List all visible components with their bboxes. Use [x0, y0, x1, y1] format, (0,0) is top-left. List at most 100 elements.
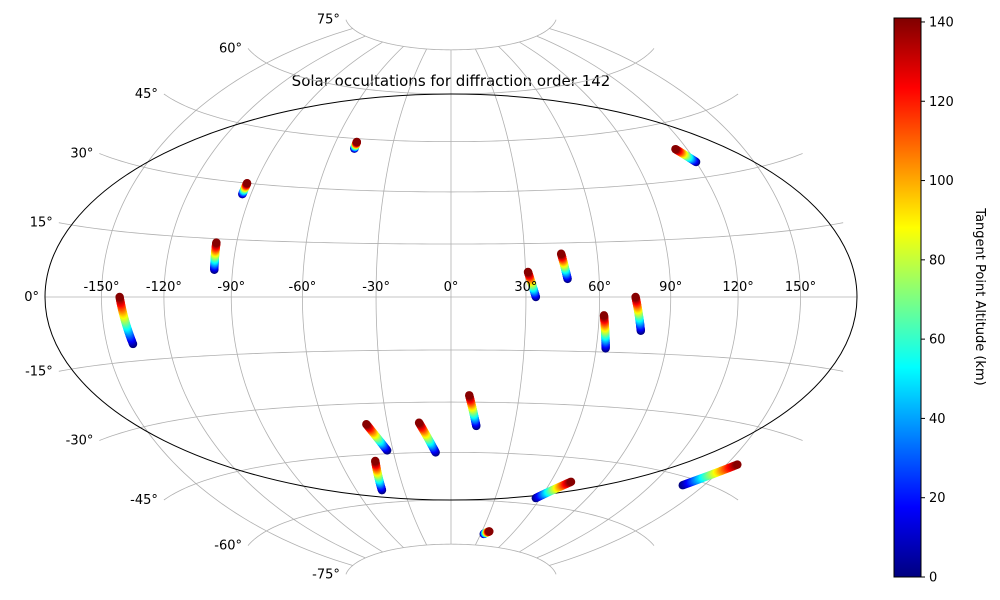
colorbar-strip: [894, 60, 921, 62]
colorbar-strip: [894, 46, 921, 48]
grid-meridian: [163, 35, 366, 559]
colorbar-strip: [894, 267, 921, 269]
colorbar-strip: [894, 98, 921, 100]
colorbar-strip: [894, 472, 921, 474]
colorbar-strip: [894, 476, 921, 478]
colorbar-strip: [894, 565, 921, 567]
colorbar-strip: [894, 183, 921, 185]
longitude-tick-label: -150°: [83, 280, 119, 295]
colorbar-strip: [894, 224, 921, 226]
colorbar-strip: [894, 487, 921, 489]
colorbar-strip: [894, 106, 921, 108]
colorbar-strip: [894, 237, 921, 239]
colorbar-strip: [894, 429, 921, 431]
colorbar-strip: [894, 44, 921, 46]
colorbar-strip: [894, 292, 921, 294]
colorbar-strip: [894, 22, 921, 24]
colorbar-strip: [894, 67, 921, 69]
grid-meridian: [549, 28, 801, 566]
colorbar-strip: [894, 372, 921, 374]
longitude-tick-label: -90°: [217, 280, 245, 295]
colorbar-strip: [894, 402, 921, 404]
colorbar-strip: [894, 535, 921, 537]
colorbar-strip: [894, 94, 921, 96]
colorbar-label: Tangent Point Altitude (km): [972, 207, 987, 385]
colorbar-strip: [894, 39, 921, 41]
colorbar-strip: [894, 284, 921, 286]
colorbar-strip: [894, 310, 921, 312]
colorbar-strip: [894, 382, 921, 384]
data-point: [671, 144, 680, 154]
colorbar-strip: [894, 488, 921, 490]
latitude-tick-label: -75°: [312, 567, 340, 582]
colorbar-strip: [894, 408, 921, 410]
colorbar-strip: [894, 546, 921, 548]
colorbar-strip: [894, 30, 921, 32]
colorbar-strip: [894, 530, 921, 532]
colorbar-strip: [894, 66, 921, 68]
colorbar-strip: [894, 179, 921, 181]
colorbar-strip: [894, 126, 921, 128]
colorbar-strip: [894, 156, 921, 158]
colorbar-strip: [894, 28, 921, 30]
occultation-track: [556, 249, 572, 284]
colorbar-strip: [894, 499, 921, 501]
data-points: [115, 137, 742, 539]
colorbar-strip: [894, 63, 921, 65]
colorbar-strip: [894, 193, 921, 195]
colorbar-strip: [894, 552, 921, 554]
colorbar-strip: [894, 209, 921, 211]
colorbar-strip: [894, 135, 921, 137]
colorbar-strip: [894, 397, 921, 399]
colorbar-strip: [894, 456, 921, 458]
colorbar-strip: [894, 575, 921, 577]
colorbar-strip: [894, 409, 921, 411]
occultation-track: [671, 144, 701, 167]
colorbar-strip: [894, 554, 921, 556]
longitude-tick-label: -30°: [362, 280, 390, 295]
colorbar-strip: [894, 227, 921, 229]
colorbar-strip: [894, 448, 921, 450]
colorbar-strip: [894, 528, 921, 530]
latitude-tick-label: 0°: [24, 290, 39, 305]
colorbar-strip: [894, 211, 921, 213]
data-point: [631, 292, 640, 302]
colorbar-strip: [894, 332, 921, 334]
colorbar-strip: [894, 373, 921, 375]
colorbar-strip: [894, 170, 921, 172]
colorbar-strip: [894, 202, 921, 204]
colorbar-strip: [894, 386, 921, 388]
colorbar-strip: [894, 452, 921, 454]
colorbar-strip: [894, 139, 921, 141]
colorbar-strip: [894, 490, 921, 492]
colorbar-strip: [894, 291, 921, 293]
colorbar-strip: [894, 522, 921, 524]
colorbar-strip: [894, 222, 921, 224]
colorbar-strip: [894, 74, 921, 76]
colorbar-strip: [894, 500, 921, 502]
colorbar-strip: [894, 553, 921, 555]
colorbar-strip: [894, 109, 921, 111]
colorbar-strip: [894, 91, 921, 93]
colorbar-strip: [894, 403, 921, 405]
colorbar-strip: [894, 127, 921, 129]
grid-meridian: [230, 41, 383, 553]
grid-meridian: [101, 28, 353, 566]
colorbar-strip: [894, 65, 921, 67]
colorbar-strip: [894, 303, 921, 305]
colorbar-strip: [894, 455, 921, 457]
colorbar-strip: [894, 405, 921, 407]
colorbar-strip: [894, 261, 921, 263]
occultation-track: [479, 527, 494, 539]
colorbar-strip: [894, 59, 921, 61]
colorbar-strip: [894, 469, 921, 471]
colorbar-strip: [894, 262, 921, 264]
colorbar-strip: [894, 298, 921, 300]
colorbar-strip: [894, 264, 921, 266]
colorbar-strip: [894, 111, 921, 113]
colorbar-strip: [894, 513, 921, 515]
data-point: [242, 178, 252, 188]
colorbar-strip: [894, 285, 921, 287]
longitude-tick-label: -120°: [146, 280, 182, 295]
colorbar-strip: [894, 384, 921, 386]
